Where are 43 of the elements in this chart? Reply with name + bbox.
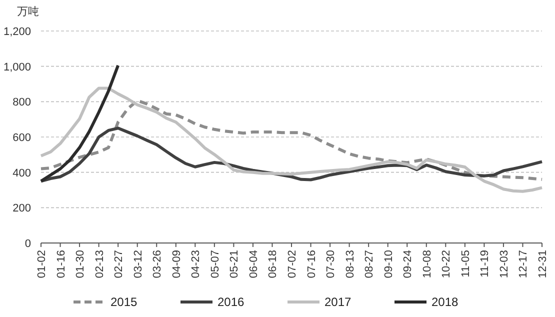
x-tick-label: 10-08 bbox=[421, 250, 434, 278]
x-tick-label: 07-16 bbox=[306, 250, 318, 278]
y-tick-label: 400 bbox=[12, 167, 31, 180]
legend-label: 2015 bbox=[110, 295, 138, 309]
x-tick-label: 12-31 bbox=[537, 250, 549, 278]
x-tick-label: 02-13 bbox=[94, 250, 106, 278]
x-tick-label: 03-12 bbox=[132, 250, 144, 278]
line-series bbox=[40, 64, 120, 183]
x-tick-label: 02-27 bbox=[113, 250, 126, 278]
x-tick-label: 09-10 bbox=[382, 250, 395, 278]
legend-label: 2016 bbox=[218, 295, 245, 309]
x-tick-label: 08-13 bbox=[344, 250, 356, 278]
line-series bbox=[40, 99, 544, 181]
x-tick-label: 06-04 bbox=[248, 250, 260, 278]
legend-label: 2017 bbox=[324, 295, 352, 309]
x-tick-label: 12-17 bbox=[518, 250, 530, 278]
x-tick-label: 01-30 bbox=[74, 250, 87, 278]
x-tick-label: 04-23 bbox=[190, 250, 202, 278]
x-tick-label: 08-27 bbox=[364, 250, 376, 278]
x-tick-label: 04-09 bbox=[170, 250, 183, 278]
y-tick-label: 600 bbox=[12, 132, 31, 144]
x-tick-label: 07-02 bbox=[286, 250, 298, 278]
x-tick-label: 05-07 bbox=[209, 250, 222, 278]
x-tick-label: 09-24 bbox=[402, 250, 414, 278]
y-tick-label: 1,200 bbox=[3, 26, 31, 38]
y-tick-label: 200 bbox=[12, 202, 31, 215]
y-tick-label: 0 bbox=[24, 238, 31, 250]
legend-label: 2018 bbox=[432, 295, 459, 309]
x-tick-label: 11-19 bbox=[479, 250, 492, 278]
line-series bbox=[40, 126, 544, 183]
x-tick-label: 10-22 bbox=[440, 250, 453, 278]
y-axis-title: 万吨 bbox=[17, 5, 39, 18]
x-tick-label: 05-21 bbox=[228, 250, 241, 278]
x-tick-label: 03-26 bbox=[152, 250, 164, 278]
x-tick-label: 11-05 bbox=[460, 250, 472, 278]
y-tick-label: 800 bbox=[12, 96, 31, 109]
x-tick-label: 07-30 bbox=[325, 250, 338, 278]
x-tick-label: 01-16 bbox=[55, 250, 68, 278]
line-series bbox=[40, 86, 544, 193]
x-tick-label: 12-03 bbox=[498, 250, 510, 278]
y-tick-label: 1,000 bbox=[3, 61, 31, 74]
x-tick-label: 01-02 bbox=[36, 250, 48, 278]
x-tick-label: 06-18 bbox=[267, 250, 280, 278]
